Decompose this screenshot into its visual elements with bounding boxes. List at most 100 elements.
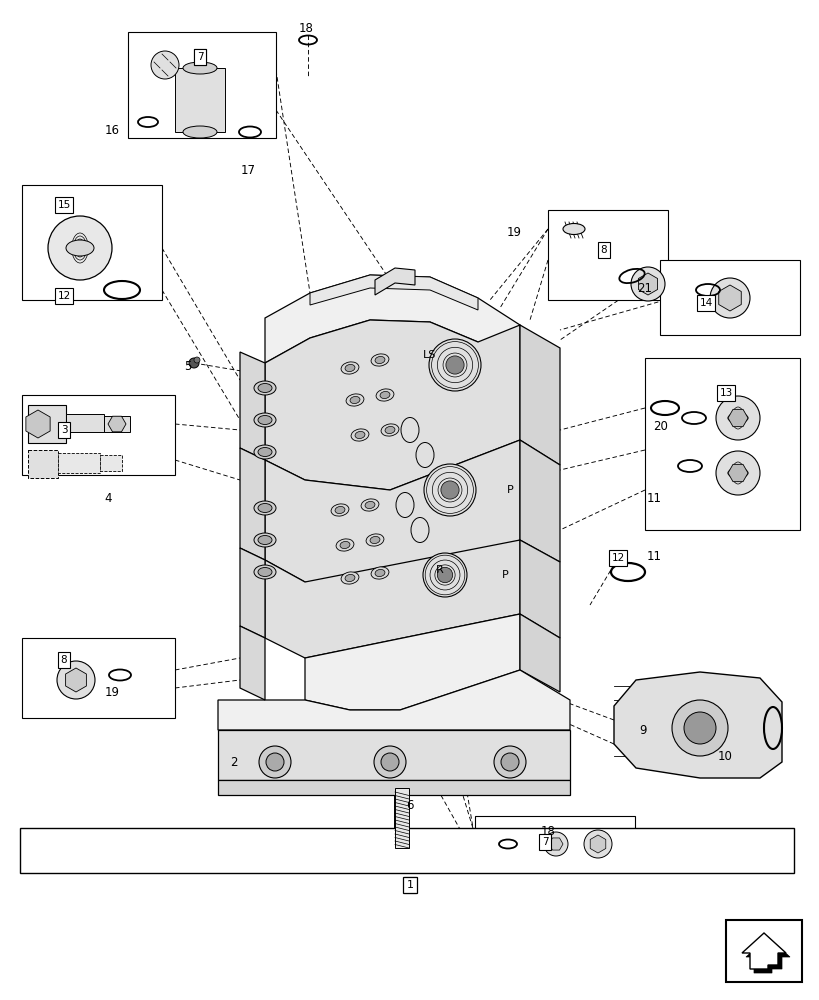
Ellipse shape — [346, 394, 364, 406]
Text: 21: 21 — [636, 282, 652, 296]
Circle shape — [423, 553, 467, 597]
Ellipse shape — [379, 391, 390, 399]
Circle shape — [543, 832, 568, 856]
Ellipse shape — [254, 565, 276, 579]
Ellipse shape — [254, 445, 276, 459]
Text: 13: 13 — [718, 388, 731, 398]
Text: 3: 3 — [61, 425, 67, 435]
Polygon shape — [240, 448, 265, 560]
Text: 18: 18 — [540, 825, 554, 838]
Text: 7: 7 — [541, 837, 548, 847]
Circle shape — [446, 356, 464, 374]
Ellipse shape — [727, 468, 747, 478]
Ellipse shape — [376, 389, 393, 401]
Ellipse shape — [258, 448, 272, 456]
Ellipse shape — [374, 569, 384, 577]
Circle shape — [194, 357, 200, 363]
Ellipse shape — [360, 499, 378, 511]
Ellipse shape — [345, 574, 355, 582]
Ellipse shape — [364, 501, 374, 509]
Polygon shape — [310, 275, 477, 310]
Polygon shape — [218, 670, 569, 730]
Polygon shape — [240, 548, 265, 638]
Polygon shape — [547, 210, 667, 300]
Ellipse shape — [341, 362, 359, 374]
Ellipse shape — [336, 539, 354, 551]
Circle shape — [57, 661, 95, 699]
Polygon shape — [265, 275, 519, 365]
Circle shape — [428, 339, 481, 391]
Ellipse shape — [350, 396, 360, 404]
Text: 12: 12 — [57, 291, 70, 301]
Text: 10: 10 — [717, 750, 731, 762]
Text: 16: 16 — [104, 124, 120, 137]
Text: 8: 8 — [600, 245, 607, 255]
Bar — [28, 450, 58, 478]
Polygon shape — [22, 638, 174, 718]
Circle shape — [583, 830, 611, 858]
Circle shape — [151, 51, 179, 79]
Text: 20: 20 — [653, 420, 667, 432]
Text: 7: 7 — [197, 52, 203, 62]
Circle shape — [373, 746, 405, 778]
Circle shape — [437, 567, 452, 583]
Text: 2: 2 — [230, 756, 238, 768]
Text: 6: 6 — [405, 799, 414, 812]
Polygon shape — [727, 464, 747, 482]
Polygon shape — [265, 540, 519, 658]
Ellipse shape — [66, 240, 94, 256]
Ellipse shape — [258, 568, 272, 576]
Text: 19: 19 — [506, 226, 521, 238]
Polygon shape — [519, 440, 559, 562]
Ellipse shape — [563, 224, 584, 234]
Text: 11: 11 — [645, 550, 661, 562]
Text: 19: 19 — [104, 686, 120, 700]
Circle shape — [709, 278, 749, 318]
Circle shape — [188, 358, 199, 368]
Polygon shape — [741, 933, 785, 969]
Bar — [20, 828, 793, 873]
Text: LS: LS — [423, 350, 437, 360]
Circle shape — [672, 700, 727, 756]
Ellipse shape — [258, 504, 272, 512]
Circle shape — [500, 753, 518, 771]
Polygon shape — [727, 409, 747, 427]
Text: 9: 9 — [639, 724, 646, 736]
Ellipse shape — [365, 534, 383, 546]
Ellipse shape — [254, 501, 276, 515]
Ellipse shape — [258, 416, 272, 424]
Text: 12: 12 — [611, 553, 624, 563]
Polygon shape — [549, 838, 563, 850]
Bar — [725, 920, 801, 982]
Circle shape — [381, 753, 399, 771]
Circle shape — [493, 746, 525, 778]
Polygon shape — [519, 614, 559, 692]
Polygon shape — [22, 395, 174, 475]
Ellipse shape — [371, 354, 388, 366]
Polygon shape — [590, 835, 605, 853]
Bar — [100, 455, 122, 471]
Polygon shape — [659, 260, 799, 335]
Text: 7: 7 — [197, 52, 203, 62]
Text: 17: 17 — [240, 164, 256, 177]
Bar — [104, 416, 130, 432]
Text: 1: 1 — [406, 880, 413, 890]
Circle shape — [715, 396, 759, 440]
Circle shape — [259, 746, 291, 778]
Ellipse shape — [345, 364, 355, 372]
Circle shape — [683, 712, 715, 744]
Polygon shape — [265, 320, 519, 490]
Bar — [28, 405, 66, 443]
Ellipse shape — [371, 567, 388, 579]
Circle shape — [631, 267, 664, 301]
Polygon shape — [474, 816, 634, 872]
Polygon shape — [26, 410, 50, 438]
Bar — [66, 414, 104, 432]
Polygon shape — [22, 185, 162, 300]
Polygon shape — [108, 416, 126, 432]
Ellipse shape — [351, 429, 369, 441]
Ellipse shape — [254, 381, 276, 395]
Circle shape — [48, 216, 112, 280]
Ellipse shape — [335, 506, 345, 514]
Polygon shape — [638, 273, 657, 295]
